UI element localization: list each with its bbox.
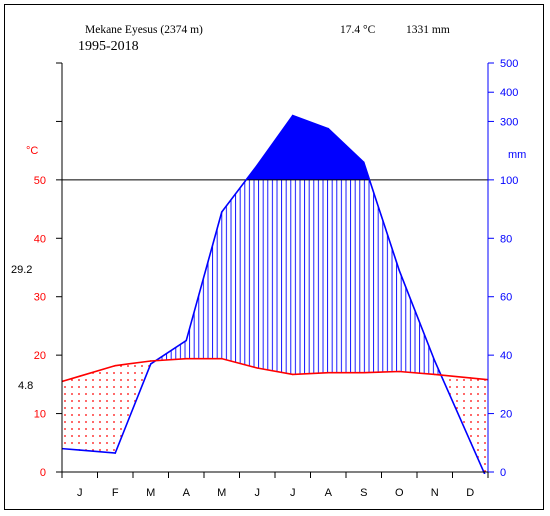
temperature-line	[62, 357, 488, 383]
temp-point	[220, 357, 223, 360]
temp-tick-label: 30	[34, 292, 46, 304]
month-label: D	[466, 487, 474, 499]
precip-tick-label: 400	[500, 87, 518, 99]
temp-point	[78, 375, 81, 377]
precip-point	[398, 269, 401, 272]
mean-temp-text: 17.4 °C	[340, 24, 376, 36]
precip-tick-label: 60	[500, 292, 512, 304]
precip-point	[327, 127, 330, 130]
annual-precip-text: 1331 mm	[406, 24, 450, 36]
month-label: S	[360, 487, 367, 499]
station-title: Mekane Eyesus (2374 m)	[85, 24, 203, 36]
month-label: M	[146, 487, 155, 499]
precip-tick-label: 0	[500, 467, 506, 479]
temp-point	[291, 373, 294, 376]
precip-point	[114, 452, 117, 454]
period-title: 1995-2018	[78, 39, 139, 54]
temp-point	[469, 377, 472, 379]
perhumid-solid-area	[247, 115, 369, 180]
temp-max-annotation: 29.2	[11, 264, 32, 276]
precip-point	[149, 363, 152, 365]
temp-tick-label: 10	[34, 409, 46, 421]
precip-point	[185, 339, 188, 342]
humid-hatch-area	[156, 179, 440, 375]
precip-tick-label: 80	[500, 233, 512, 245]
month-label: N	[431, 487, 439, 499]
precip-point	[256, 164, 259, 167]
precip-point	[220, 211, 223, 213]
precip-point	[469, 440, 472, 443]
precipitation-line	[62, 114, 486, 474]
temp-min-annotation: 4.8	[18, 380, 33, 392]
temp-tick-label: 50	[34, 175, 46, 187]
month-label: O	[395, 487, 404, 499]
precip-tick-label: 500	[500, 58, 518, 70]
temp-point	[256, 367, 259, 369]
temp-point	[362, 371, 365, 374]
month-label: F	[112, 487, 119, 499]
temp-point	[433, 373, 436, 376]
temp-point	[327, 371, 330, 374]
month-label: A	[183, 487, 191, 499]
precip-point	[362, 161, 365, 164]
temp-tick-label: 20	[34, 350, 46, 362]
temp-tick-label: 40	[34, 233, 46, 245]
precip-unit-label: mm	[508, 149, 526, 161]
month-label: J	[290, 487, 296, 499]
temp-tick-label: 0	[40, 467, 46, 479]
temp-point	[114, 364, 117, 367]
precip-point	[78, 449, 81, 451]
temp-point	[398, 370, 401, 373]
precip-point	[433, 360, 436, 362]
precip-tick-label: 20	[500, 409, 512, 421]
month-label: J	[77, 487, 83, 499]
precip-tick-label: 40	[500, 350, 512, 362]
month-label: A	[325, 487, 333, 499]
precip-tick-label: 100	[500, 175, 518, 187]
temp-point	[185, 357, 188, 360]
temp-unit-label: °C	[26, 145, 38, 157]
month-label: M	[217, 487, 226, 499]
arid-dotted-area	[62, 360, 155, 453]
precip-point	[291, 114, 294, 117]
temp-point	[149, 360, 152, 362]
precip-tick-label: 300	[500, 116, 518, 128]
month-label: J	[255, 487, 261, 499]
